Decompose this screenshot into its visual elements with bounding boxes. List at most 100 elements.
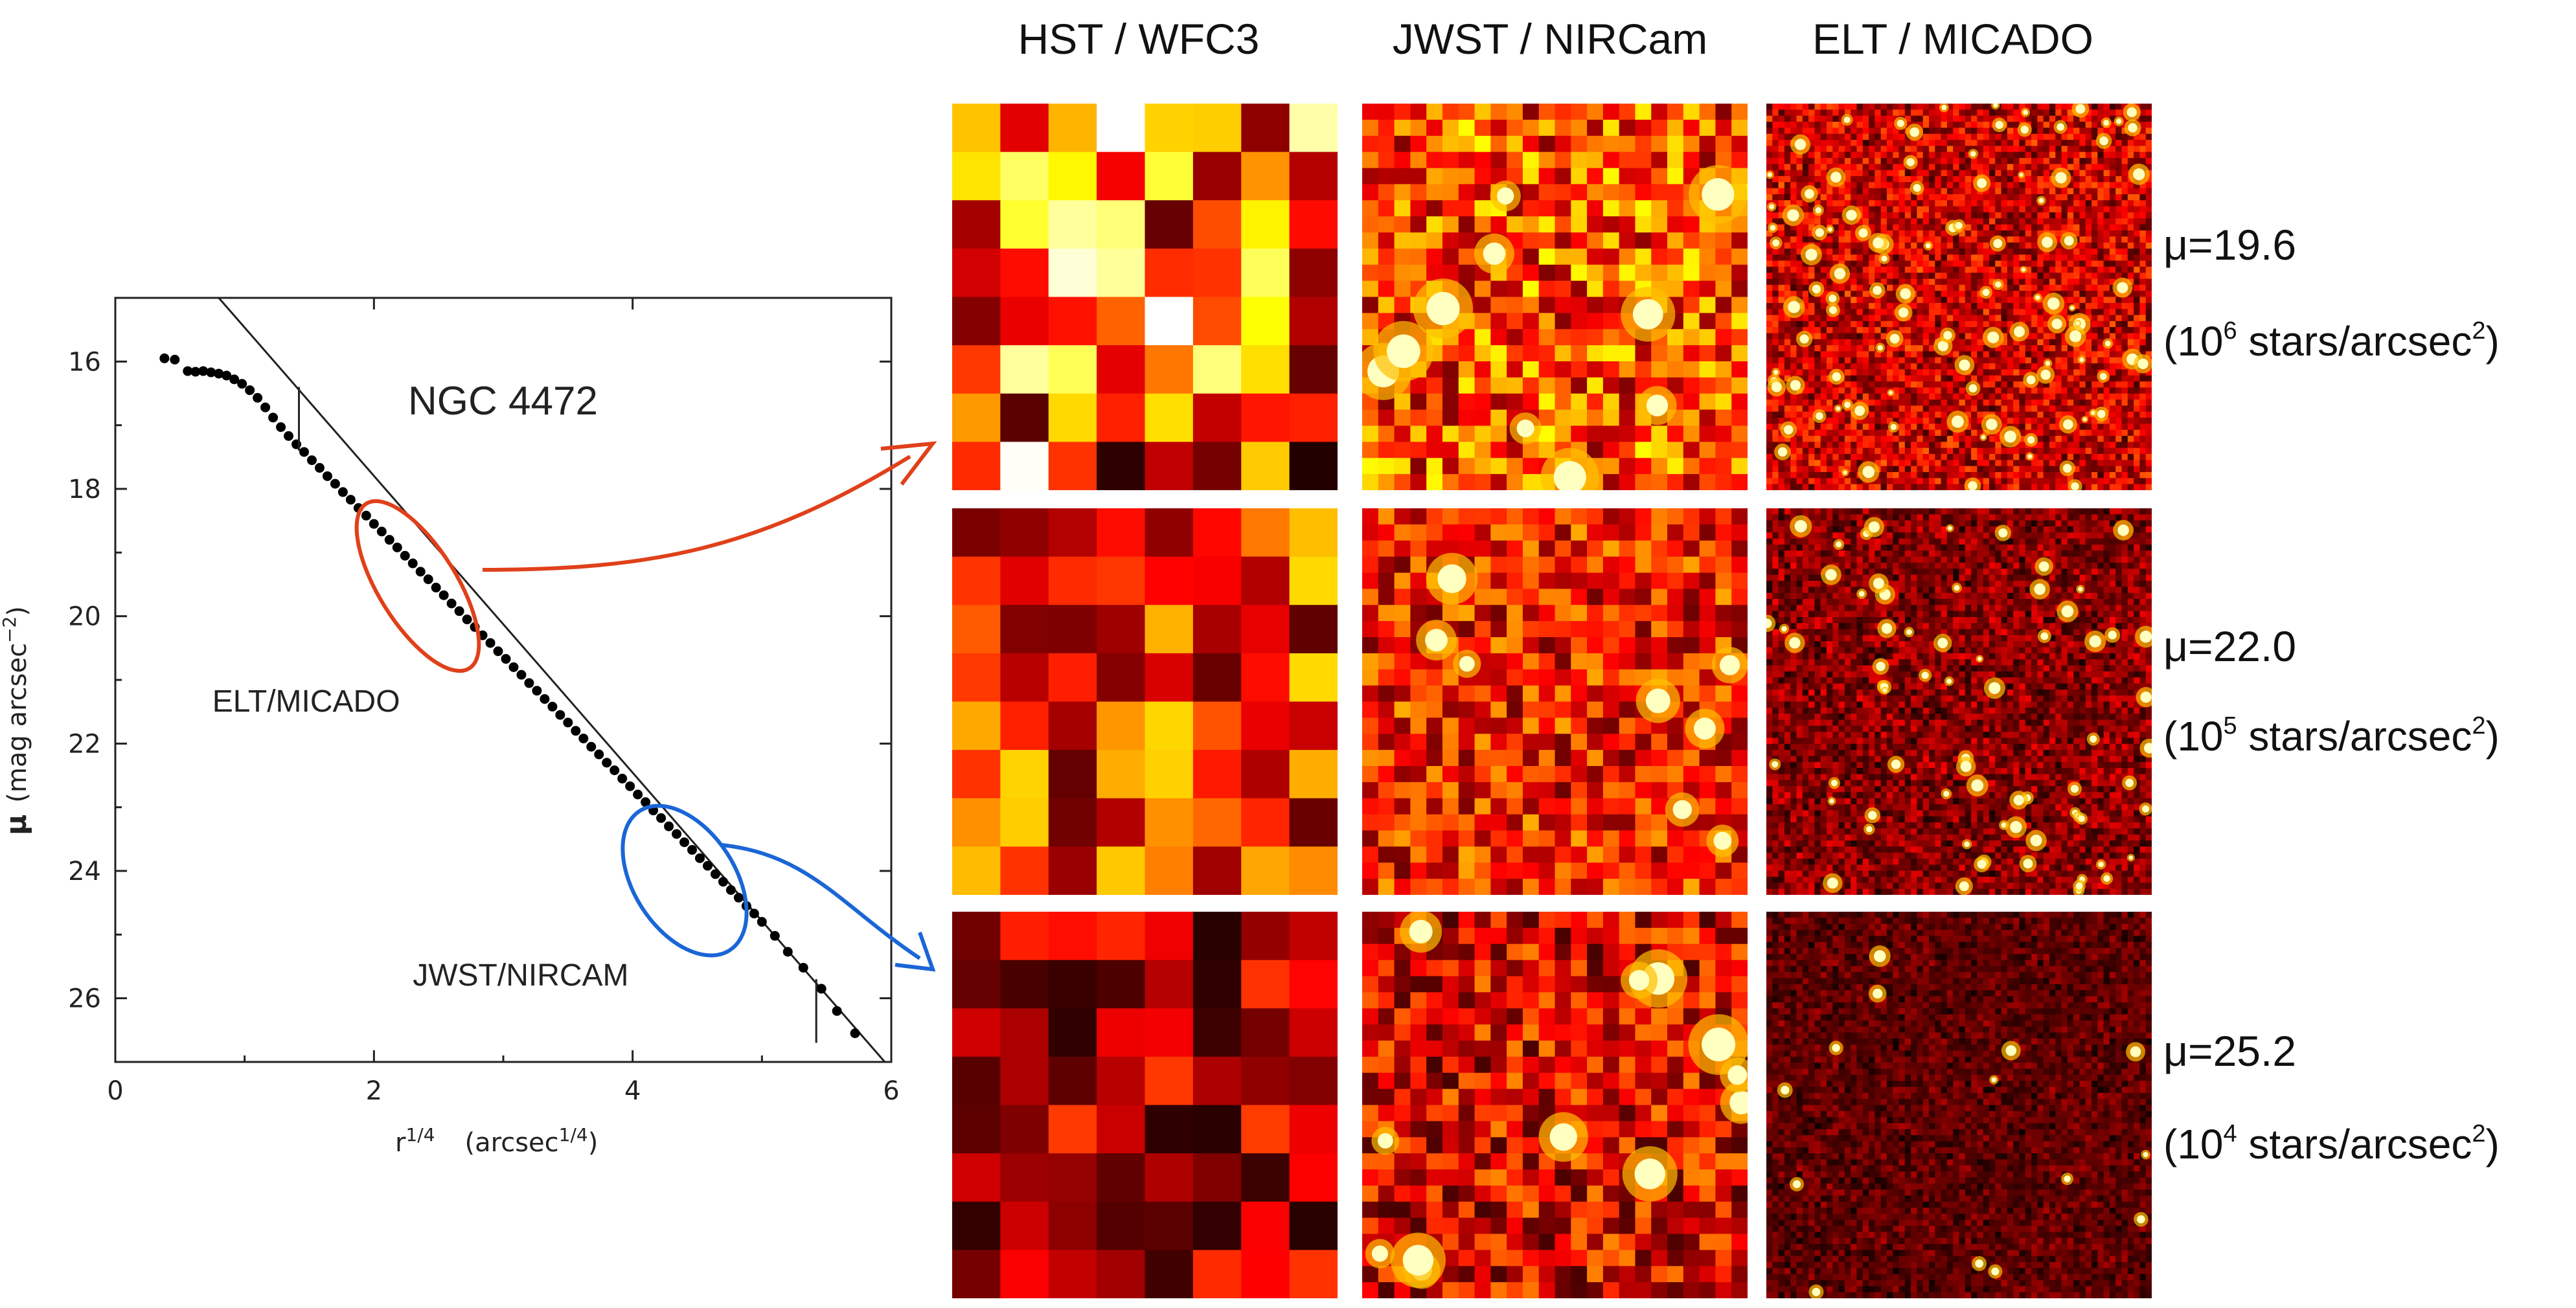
pixel: [1838, 327, 1845, 333]
pixel: [952, 393, 1001, 442]
pixel: [1522, 297, 1540, 313]
pixel: [2145, 152, 2152, 159]
pixel: [1898, 351, 1906, 358]
pixel: [2061, 284, 2068, 291]
pixel: [1000, 442, 1049, 490]
pixel: [2037, 291, 2044, 297]
pixel: [1904, 363, 1911, 370]
pixel: [1826, 218, 1833, 225]
pixel: [2001, 369, 2008, 376]
pixel: [1410, 248, 1427, 265]
pixel: [1458, 264, 1475, 281]
pixel: [1778, 248, 1785, 255]
pixel: [2134, 254, 2140, 261]
pixel: [2025, 139, 2032, 146]
pixel: [1851, 447, 1857, 455]
star: [1830, 172, 1841, 183]
pixel: [2013, 139, 2020, 146]
pixel: [1856, 188, 1864, 195]
pixel: [1538, 232, 1555, 249]
pixel: [2145, 146, 2152, 152]
star: [1497, 187, 1514, 205]
pixel: [1862, 363, 1869, 370]
pixel: [1851, 128, 1857, 134]
pixel: [1917, 218, 1924, 225]
pixel: [1410, 152, 1427, 168]
pixel: [1571, 216, 1588, 233]
pixel: [1946, 297, 1954, 304]
pixel: [1778, 309, 1785, 315]
pixel: [1886, 454, 1893, 460]
pixel: [1796, 460, 1803, 466]
pixel: [1935, 266, 1941, 273]
data-point: [454, 606, 464, 616]
pixel: [1989, 375, 1996, 382]
y-axis-label-unit-exp: −2: [0, 616, 20, 643]
pixel: [1362, 458, 1379, 475]
x-tick-label: 6: [883, 1076, 899, 1106]
pixel: [2139, 466, 2147, 473]
pixel: [1922, 133, 1930, 141]
pixel: [2092, 363, 2098, 370]
pixel: [1875, 302, 1881, 310]
data-point: [679, 837, 690, 848]
pixel: [1832, 242, 1839, 249]
pixel: [1790, 188, 1797, 195]
pixel: [2055, 146, 2062, 152]
data-point: [190, 366, 201, 377]
pixel: [1851, 115, 1857, 122]
pixel: [2134, 447, 2140, 455]
pixel: [2109, 447, 2116, 455]
pixel: [1507, 313, 1523, 330]
pixel: [1507, 104, 1523, 120]
pixel: [1796, 442, 1803, 449]
pixel: [1838, 472, 1845, 479]
pixel: [1458, 458, 1475, 475]
pixel: [1784, 442, 1791, 449]
pixel: [1893, 266, 1899, 273]
pixel: [1507, 119, 1523, 137]
pixel: [2134, 309, 2140, 315]
pixel: [2139, 436, 2147, 442]
pixel: [1935, 175, 1941, 183]
pixel: [1898, 400, 1906, 406]
pixel: [2025, 278, 2032, 286]
pixel: [1953, 400, 1959, 406]
pixel: [1917, 175, 1924, 183]
pixel: [1790, 104, 1797, 110]
pixel: [1935, 381, 1941, 388]
pixel: [1983, 254, 1990, 261]
pixel: [1869, 363, 1875, 370]
pixel: [1893, 460, 1899, 466]
pixel: [1587, 313, 1604, 330]
pixel: [2103, 224, 2110, 231]
pixel: [1826, 254, 1833, 261]
pixel: [1772, 411, 1779, 418]
pixel: [1814, 182, 1821, 188]
pixel: [1953, 128, 1959, 134]
pixel: [1844, 175, 1851, 183]
pixel: [1851, 146, 1857, 152]
pixel: [2092, 393, 2098, 400]
pixel: [1971, 236, 1978, 243]
pixel: [1715, 393, 1732, 410]
pixel: [1862, 182, 1869, 188]
pixel: [2079, 278, 2086, 286]
pixel: [2061, 315, 2068, 322]
pixel: [2109, 206, 2116, 213]
pixel: [1911, 411, 1917, 418]
pixel: [2103, 454, 2110, 460]
pixel: [2079, 454, 2086, 460]
pixel: [2013, 200, 2020, 207]
pixel: [1651, 232, 1668, 249]
pixel: [2121, 254, 2128, 261]
pixel: [1941, 109, 1948, 116]
pixel: [2092, 109, 2098, 116]
pixel: [2019, 194, 2026, 201]
x-axis-label-base: r: [395, 1128, 406, 1158]
pixel: [1766, 146, 1773, 152]
pixel: [1667, 248, 1684, 265]
pixel: [1587, 393, 1604, 410]
pixel: [1989, 387, 1996, 394]
pixel: [1965, 291, 1972, 297]
